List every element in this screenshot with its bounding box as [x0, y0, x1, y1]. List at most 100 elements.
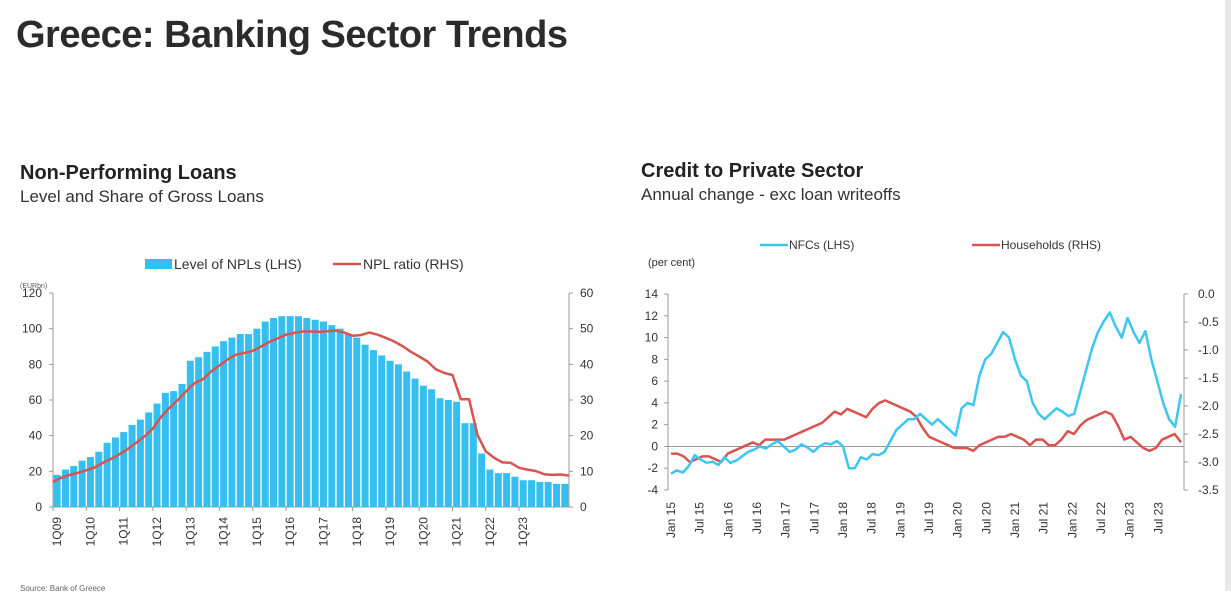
npl-chart-title: Non-Performing Loans — [20, 162, 237, 184]
npl-bar — [553, 483, 561, 507]
y2-tick-label: 60 — [580, 286, 594, 300]
page-title: Greece: Banking Sector Trends — [16, 14, 568, 56]
y-tick-label: 6 — [651, 374, 658, 388]
x-tick-label: Jul 20 — [979, 502, 993, 534]
y2-tick-label: 0 — [580, 500, 587, 514]
x-tick-label: Jul 22 — [1094, 502, 1108, 534]
npl-bar — [311, 319, 319, 507]
npl-bar — [328, 325, 336, 507]
npl-bar — [261, 321, 269, 507]
x-tick-label: 1Q14 — [217, 517, 231, 547]
legend-bar-label: Level of NPLs (LHS) — [174, 256, 302, 272]
credit-chart: NFCs (LHS) Households (RHS) (per cent) -4 -2… — [645, 238, 1219, 538]
npl-bar — [411, 378, 419, 507]
y2-tick-label: 40 — [580, 357, 594, 371]
npl-bar — [503, 473, 511, 507]
npl-bar — [436, 398, 444, 507]
npl-bar — [103, 442, 111, 507]
npl-bar — [278, 316, 286, 507]
npl-bar — [178, 383, 186, 507]
x-tick-label: Jul 16 — [750, 502, 764, 534]
x-tick-label: 1Q18 — [350, 517, 364, 547]
y-tick-label: 20 — [29, 464, 43, 478]
npl-bar — [186, 360, 194, 507]
npl-bar — [220, 341, 228, 507]
households-line — [671, 399, 1183, 464]
npl-bar — [469, 423, 477, 507]
npl-bar — [211, 346, 219, 507]
npl-bar — [128, 424, 136, 507]
npl-bar — [353, 337, 361, 507]
npl-bar — [361, 344, 369, 507]
credit-chart-title: Credit to Private Sector — [641, 160, 864, 182]
y-tick-label: 14 — [645, 287, 659, 301]
npl-bar — [394, 364, 402, 507]
y-tick-label: 4 — [651, 396, 658, 410]
legend-households-label: Households (RHS) — [1001, 238, 1101, 252]
x-tick-label: 1Q22 — [483, 517, 497, 547]
npl-bar — [303, 317, 311, 507]
x-tick-label: Jul 15 — [693, 502, 707, 534]
npl-bar — [478, 453, 486, 507]
y2-tick-label: 30 — [580, 393, 594, 407]
x-tick-label: Jan 17 — [779, 502, 793, 538]
y-tick-label: 2 — [651, 418, 658, 432]
npl-bar — [494, 473, 502, 507]
x-tick-label: 1Q13 — [183, 517, 197, 547]
legend-bar-swatch — [145, 259, 172, 269]
nfc-line — [670, 311, 1183, 475]
y2-tick-label: -3.0 — [1198, 455, 1219, 469]
x-tick-label: 1Q11 — [117, 517, 131, 546]
x-tick-label: Jan 16 — [721, 502, 735, 538]
y-tick-label: 10 — [645, 331, 659, 345]
credit-chart-subtitle: Annual change - exc loan writeoffs — [641, 185, 901, 204]
npl-bar — [145, 412, 153, 507]
npl-bar — [544, 482, 552, 507]
npl-ratio-line — [52, 329, 570, 484]
npl-bar — [386, 360, 394, 507]
source-note: Source: Bank of Greece — [20, 584, 106, 593]
y-tick-label: -2 — [647, 461, 658, 475]
npl-bar — [519, 480, 527, 507]
scrollbar-track[interactable] — [1225, 0, 1231, 591]
npl-bar — [344, 334, 352, 507]
x-tick-label: 1Q15 — [250, 517, 264, 547]
npl-bar — [53, 474, 61, 507]
npl-bar — [253, 328, 261, 507]
npl-bar — [61, 469, 69, 507]
npl-bar — [161, 392, 169, 507]
y2-tick-label: -0.5 — [1198, 315, 1219, 329]
npl-bar — [111, 437, 119, 507]
npl-bar — [86, 457, 94, 507]
y-tick-label: 100 — [22, 322, 42, 336]
npl-bar — [453, 401, 461, 507]
npl-bar — [295, 316, 303, 507]
x-tick-label: Jan 15 — [664, 502, 678, 538]
y-tick-label: 80 — [29, 357, 43, 371]
x-tick-label: Jan 19 — [893, 502, 907, 538]
npl-bar — [561, 483, 569, 507]
npl-chart-subtitle: Level and Share of Gross Loans — [20, 187, 264, 206]
y-tick-label: 60 — [29, 393, 43, 407]
x-tick-label: 1Q19 — [383, 517, 397, 547]
y2-tick-label: -1.0 — [1198, 343, 1219, 357]
npl-bar — [245, 334, 253, 507]
x-tick-label: 1Q23 — [516, 517, 530, 547]
npl-bar — [136, 419, 144, 507]
npl-bar — [78, 460, 86, 507]
y2-tick-label: 50 — [580, 322, 594, 336]
x-tick-label: Jul 23 — [1151, 502, 1165, 534]
legend-line-label: NPL ratio (RHS) — [363, 256, 464, 272]
npl-bar — [95, 451, 103, 507]
npl-bar — [536, 482, 544, 507]
npl-bar — [528, 480, 536, 507]
x-tick-label: Jan 22 — [1065, 502, 1079, 538]
y-tick-label: 12 — [645, 309, 659, 323]
legend-nfc-label: NFCs (LHS) — [789, 238, 854, 252]
x-tick-label: Jan 21 — [1008, 502, 1022, 538]
npl-bar — [336, 328, 344, 507]
x-tick-label: Jul 21 — [1037, 502, 1051, 534]
npl-bar — [195, 357, 203, 507]
x-tick-label: Jan 23 — [1123, 502, 1137, 538]
y-tick-label: 0 — [651, 439, 658, 453]
